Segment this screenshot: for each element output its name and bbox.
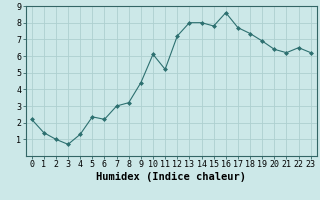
X-axis label: Humidex (Indice chaleur): Humidex (Indice chaleur) bbox=[96, 172, 246, 182]
